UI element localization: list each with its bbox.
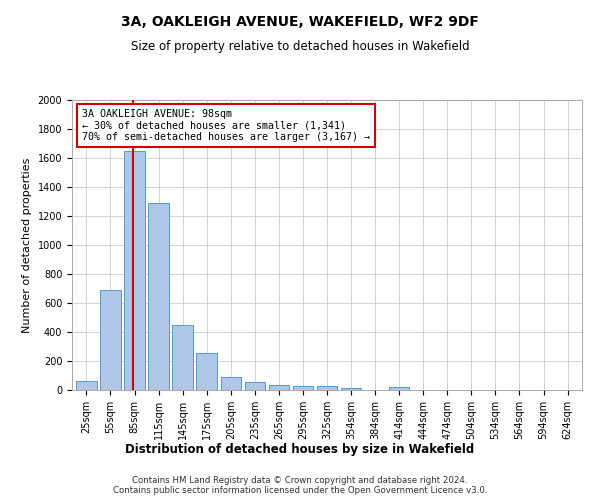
- Bar: [293, 386, 313, 390]
- Bar: [221, 377, 241, 390]
- Text: 3A, OAKLEIGH AVENUE, WAKEFIELD, WF2 9DF: 3A, OAKLEIGH AVENUE, WAKEFIELD, WF2 9DF: [121, 15, 479, 29]
- Bar: [148, 203, 169, 390]
- Bar: [269, 385, 289, 390]
- Bar: [196, 353, 217, 390]
- Bar: [317, 386, 337, 390]
- Bar: [76, 380, 97, 390]
- Bar: [124, 151, 145, 390]
- Bar: [172, 326, 193, 390]
- Text: Size of property relative to detached houses in Wakefield: Size of property relative to detached ho…: [131, 40, 469, 53]
- Bar: [100, 290, 121, 390]
- Text: 3A OAKLEIGH AVENUE: 98sqm
← 30% of detached houses are smaller (1,341)
70% of se: 3A OAKLEIGH AVENUE: 98sqm ← 30% of detac…: [82, 108, 370, 142]
- Bar: [341, 388, 361, 390]
- Bar: [245, 382, 265, 390]
- Y-axis label: Number of detached properties: Number of detached properties: [22, 158, 32, 332]
- Text: Distribution of detached houses by size in Wakefield: Distribution of detached houses by size …: [125, 442, 475, 456]
- Bar: [389, 387, 409, 390]
- Text: Contains HM Land Registry data © Crown copyright and database right 2024.
Contai: Contains HM Land Registry data © Crown c…: [113, 476, 487, 495]
